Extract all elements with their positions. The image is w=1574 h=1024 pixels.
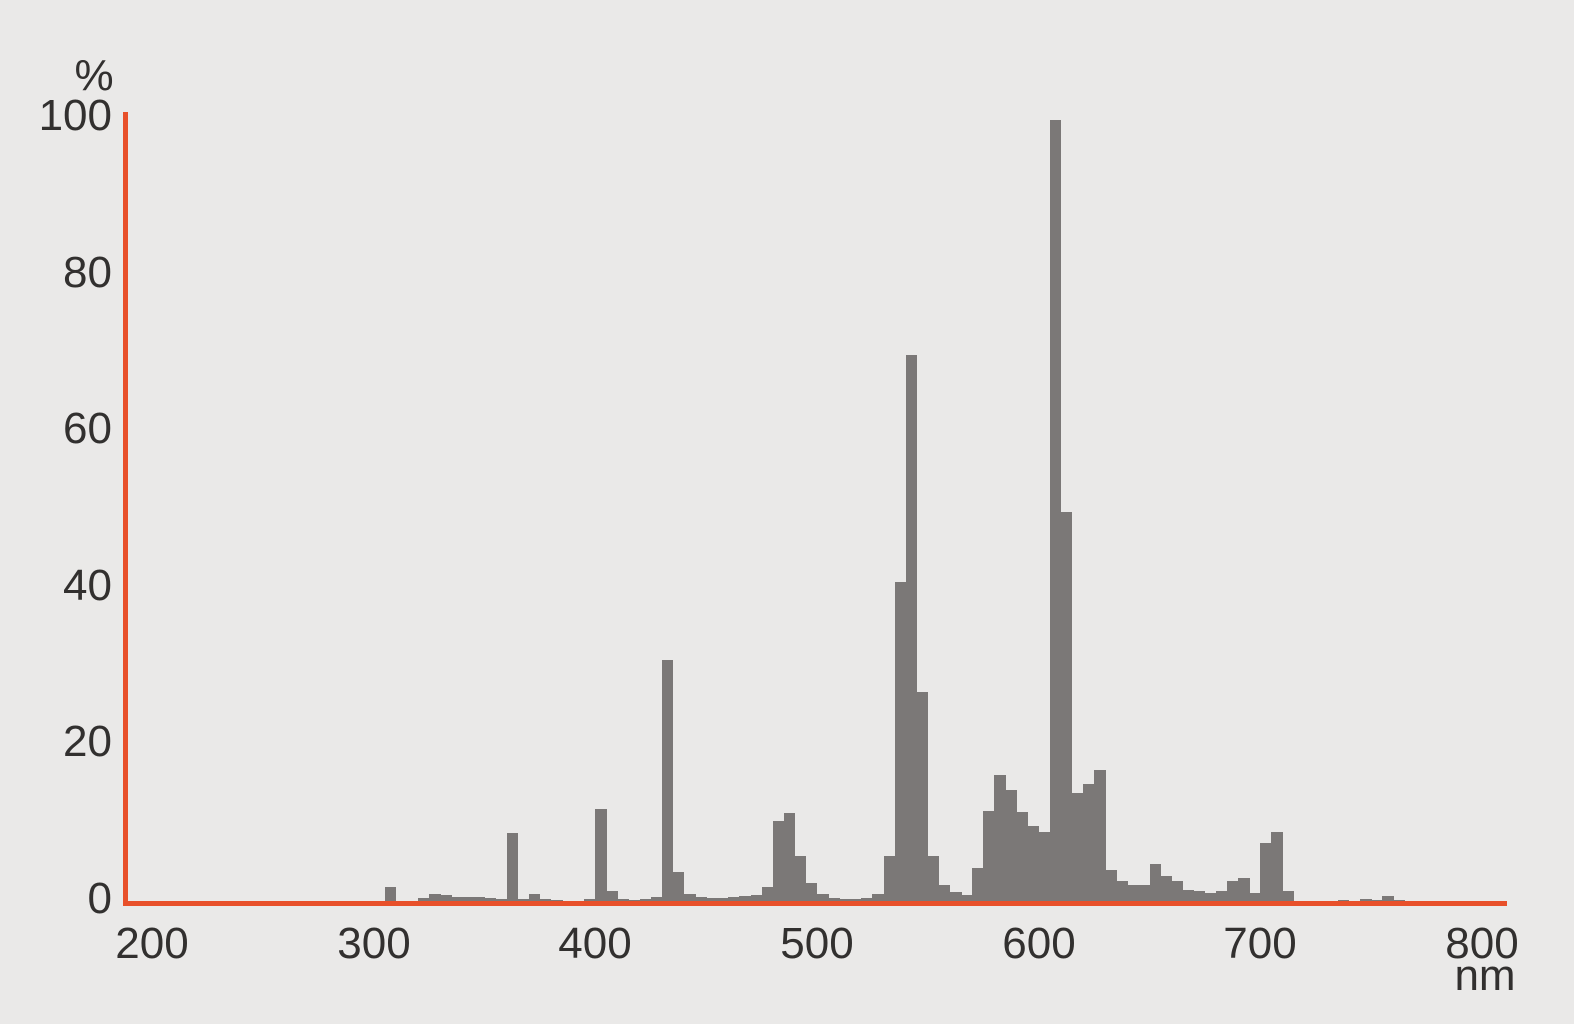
spectrum-bar [1071,793,1084,903]
x-axis-line [123,901,1507,906]
spectrum-bar [1382,896,1394,903]
spectrum-bar [1005,790,1017,903]
x-tick-label: 200 [115,919,189,968]
spectrum-bar [1193,891,1206,903]
spectrum-bar [1038,831,1051,903]
spectrum-bar [462,896,474,903]
x-tick-label: 800 [1445,919,1519,968]
spectrum-bar [1271,831,1283,903]
spectrum-bar [894,582,907,903]
spectrum-bar [484,898,497,903]
x-tick-label: 700 [1223,919,1297,968]
spectrum-bar [983,810,995,903]
spectrum-bar [739,896,751,903]
x-tick-label: 600 [1002,919,1076,968]
x-axis-unit-label: nm [1454,951,1516,1000]
spectrum-bar [794,856,807,903]
spectrum-bar [861,898,873,903]
spectrum-bar [761,887,774,903]
spectrum-bar [695,896,707,903]
spectrum-bar [606,891,618,903]
spectrum-bar [938,885,951,903]
y-tick-label: 40 [63,561,112,610]
spectrum-bar [1083,784,1095,903]
spectrum-bar [916,691,929,903]
spectrum-bar [783,813,796,903]
spectrum-bar [528,893,541,903]
spectrum-bar [1149,863,1162,903]
spectrum-bar [772,820,785,903]
y-axis-line [123,112,128,905]
y-axis-unit-label: % [74,51,114,100]
spectrum-bar [418,898,430,903]
spectrum-bar [1182,889,1195,903]
spectrum-bar [1204,892,1217,903]
spectrum-bar [650,896,663,903]
spectrum-bar [1016,812,1029,903]
spectrum-bar [440,895,452,903]
spectrum-bar [828,898,840,903]
y-tick-label: 0 [87,874,112,923]
spectrum-bar [872,893,884,903]
spectrum-bar [684,893,696,903]
spectrum-bar [950,892,962,903]
spectrum-bar [384,887,397,903]
y-tick-label: 60 [63,404,112,453]
spectrum-bar [1260,842,1272,903]
spectrum-bar [805,882,818,903]
spectrum-bar [1060,511,1073,903]
spectrum-bar [451,896,463,903]
spectrum-bar [429,893,441,903]
spectrum-bar [1116,881,1128,903]
spectrum-bar [1049,120,1062,903]
y-tick-label: 20 [63,717,112,766]
spectrum-bar [1171,881,1184,903]
x-tick-label: 500 [780,919,854,968]
spectrum-bar [717,897,729,903]
spectrum-bar [994,774,1006,903]
spectrum-bar [1160,875,1173,903]
spectrum-bar [927,856,940,903]
spectrum-bar [1238,877,1250,903]
spectrum-bar [750,895,763,903]
spectrum-bar [473,896,485,903]
spectrum-bar [1105,870,1117,903]
y-tick-label: 100 [38,91,112,140]
spectrum-bar [672,871,685,903]
spectrum-bar [883,856,896,903]
x-tick-label: 400 [558,919,632,968]
spectrum-bar [661,660,674,903]
spectrum-bar [1127,885,1139,903]
spectrum-bar [728,896,740,903]
spectrum-bar [1094,769,1106,903]
y-tick-label: 80 [63,248,112,297]
spectrum-bar [1282,891,1295,903]
spectrum-bar [961,895,973,903]
x-tick-label: 300 [337,919,411,968]
spectrum-bar [1227,881,1239,903]
spectrum-bar [905,354,918,903]
spectrum-bar [1027,826,1040,903]
spectrum-bar [817,893,829,903]
spectrum-bar [1216,891,1228,903]
spectrum-bar [972,867,984,903]
spectrum-bar [595,809,607,903]
spectrum-bar [706,897,718,903]
spectrum-bar [506,832,519,903]
spectrum-bar [1138,885,1150,903]
spectrum-bar [1249,892,1261,903]
